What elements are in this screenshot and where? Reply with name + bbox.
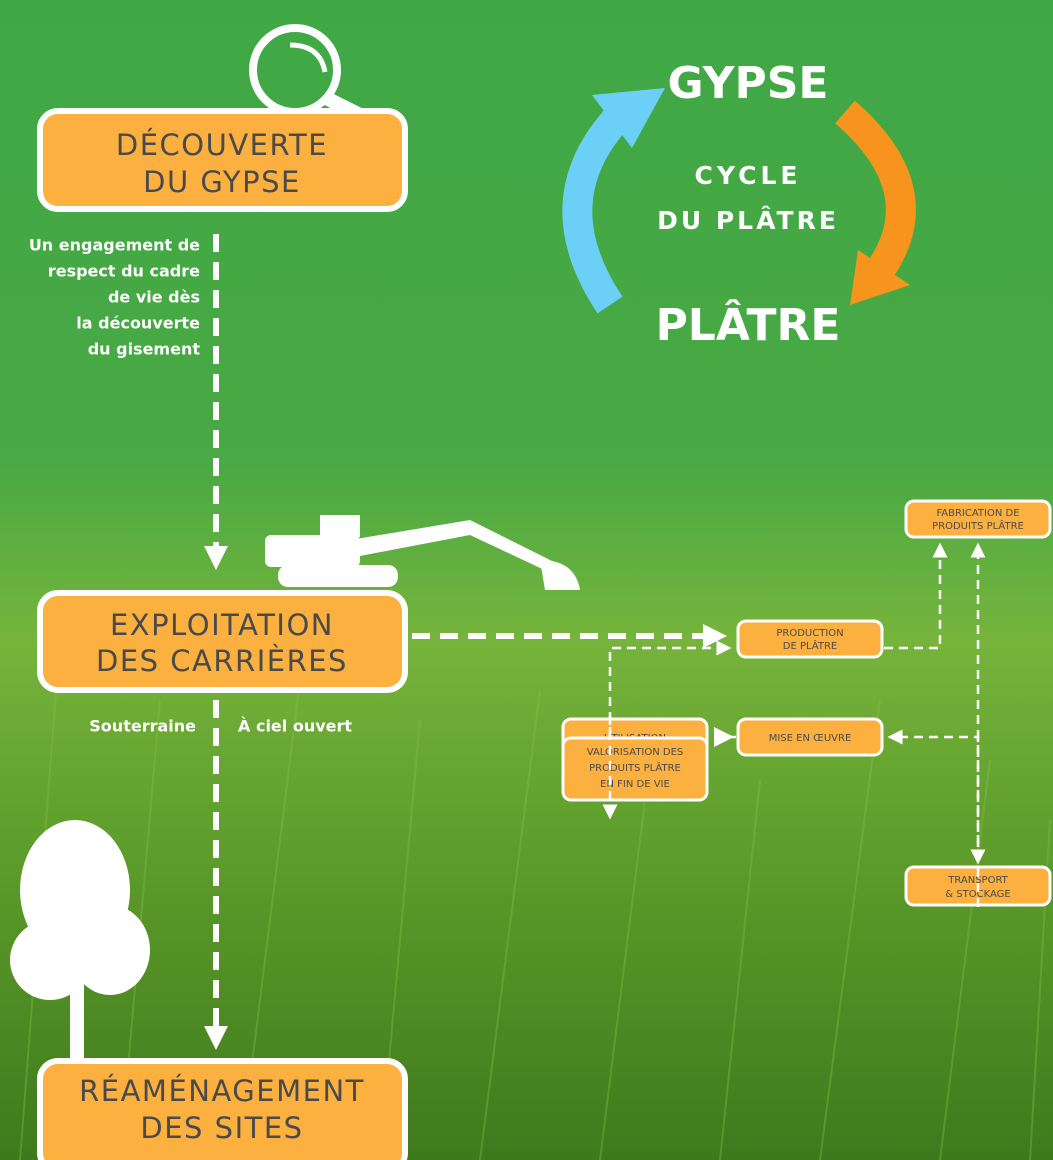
page: {"cycle": {"top": "GYPSE", "center": ["C… [0, 0, 1053, 1160]
cycle-step-label: PRODUITS PLÂTRE [589, 761, 681, 774]
note-line: Un engagement de [29, 236, 200, 255]
extraction-type: À ciel ouvert [238, 717, 352, 736]
cycle-step-label: FABRICATION DE [936, 508, 1019, 519]
cycle-step-label: PRODUCTION [776, 628, 843, 639]
step-label: DÉCOUVERTE [116, 128, 328, 162]
step-label: DES CARRIÈRES [96, 644, 348, 678]
cycle-step-label: DE PLÂTRE [783, 639, 837, 652]
diagram: DÉCOUVERTE DU GYPSE EXPLOITATION DES CAR… [0, 0, 1053, 1160]
note-line: la découverte [76, 314, 200, 333]
cycle-step-label: MISE EN ŒUVRE [769, 733, 852, 744]
note-line: du gisement [88, 340, 201, 359]
cycle-center: CYCLE [695, 161, 802, 190]
cycle-step-label: PRODUITS PLÂTRE [932, 519, 1024, 532]
step-label: EXPLOITATION [110, 608, 334, 642]
step-label: DES SITES [140, 1111, 303, 1145]
step-label: DU GYPSE [143, 165, 301, 199]
step-label: RÉAMÉNAGEMENT [79, 1074, 365, 1108]
note-line: de vie dès [108, 288, 200, 307]
cycle-top: GYPSE [667, 58, 828, 109]
extraction-type: Souterraine [89, 717, 196, 736]
note-line: respect du cadre [48, 262, 200, 281]
cycle-step-label: VALORISATION DES [587, 747, 684, 758]
cycle-center: DU PLÂTRE [657, 206, 839, 235]
cycle-bottom: PLÂTRE [656, 298, 841, 351]
